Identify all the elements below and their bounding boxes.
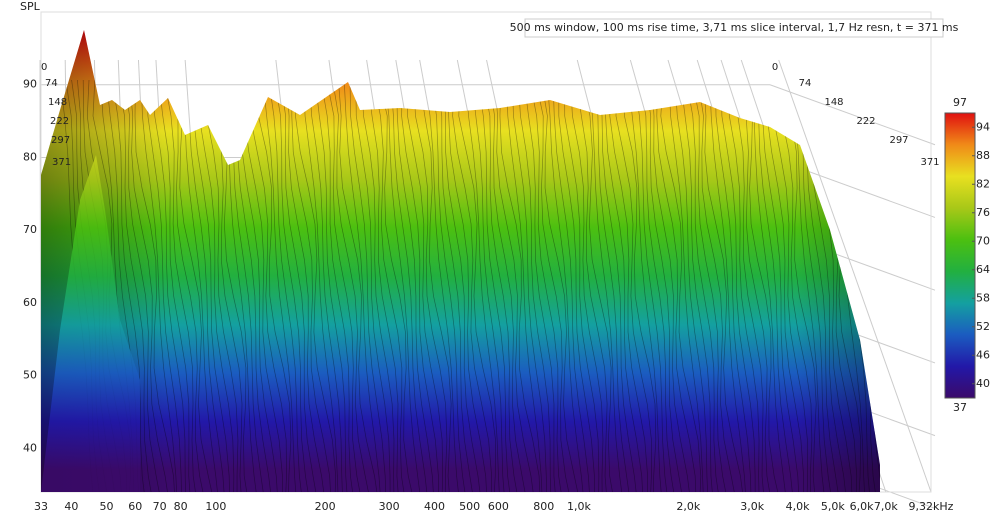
colorbar-tick-label: 97 [953,96,967,109]
x-tick-label: 9,32kHz [909,500,954,513]
surface-shade [41,30,880,492]
x-tick-label: 3,0k [740,500,764,513]
time-slice-label: 74 [45,78,58,89]
y-axis-label: SPL [20,0,41,13]
y-tick-label: 80 [23,150,37,163]
x-tick-label: 40 [64,500,78,513]
time-slice-label: 148 [824,97,843,108]
time-slice-label: 371 [52,157,71,168]
time-slice-label: 297 [889,135,908,146]
time-slice-label: 222 [856,116,875,127]
y-tick-label: 60 [23,296,37,309]
x-tick-label: 300 [379,500,400,513]
annotation-box [524,18,944,38]
time-slice-label: 371 [920,157,939,168]
x-tick-label: 4,0k [786,500,810,513]
grid-line-depth [769,84,936,146]
y-tick-label: 70 [23,223,37,236]
x-tick-label: 6,0k [850,500,874,513]
y-tick-label: 90 [23,78,37,91]
colorbar-tick-label: 58 [976,291,990,304]
time-slice-label: 297 [51,135,70,146]
x-tick-label: 500 [459,500,480,513]
waterfall-surface [41,30,880,492]
y-tick-label: 40 [23,441,37,454]
x-tick-label: 7,0k [874,500,898,513]
x-tick-label: 70 [153,500,167,513]
colorbar [944,112,976,399]
x-tick-label: 80 [174,500,188,513]
x-tick-label: 200 [315,500,336,513]
colorbar-tick-label: 70 [976,234,990,247]
colorbar-tick-label: 52 [976,320,990,333]
annotation: 500 ms window, 100 ms rise time, 3,71 ms… [510,21,959,34]
colorbar-tick-label: 64 [976,263,990,276]
colorbar-tick-label: 40 [976,377,990,390]
y-tick-label: 50 [23,369,37,382]
time-slice-label: 0 [772,62,778,73]
colorbar-tick-label: 76 [976,206,990,219]
x-tick-label: 33 [34,500,48,513]
time-slice-label: 148 [48,97,67,108]
front-peak [41,155,140,492]
x-tick-label: 100 [205,500,226,513]
x-tick-label: 50 [100,500,114,513]
time-slice-label: 0 [41,62,47,73]
colorbar-tick-label: 88 [976,149,990,162]
grid-line [778,59,932,493]
colorbar-tick-label: 94 [976,120,990,133]
x-tick-label: 60 [128,500,142,513]
x-tick-label: 2,0k [676,500,700,513]
time-slice-label: 222 [50,116,69,127]
time-slice-label: 74 [799,78,812,89]
x-tick-label: 5,0k [821,500,845,513]
x-tick-label: 1,0k [567,500,591,513]
colorbar-tick-label: 46 [976,348,990,361]
x-tick-label: 800 [533,500,554,513]
colorbar-tick-label: 82 [976,177,990,190]
x-tick-label: 600 [488,500,509,513]
x-tick-label: 400 [424,500,445,513]
colorbar-tick-label: 37 [953,401,967,414]
